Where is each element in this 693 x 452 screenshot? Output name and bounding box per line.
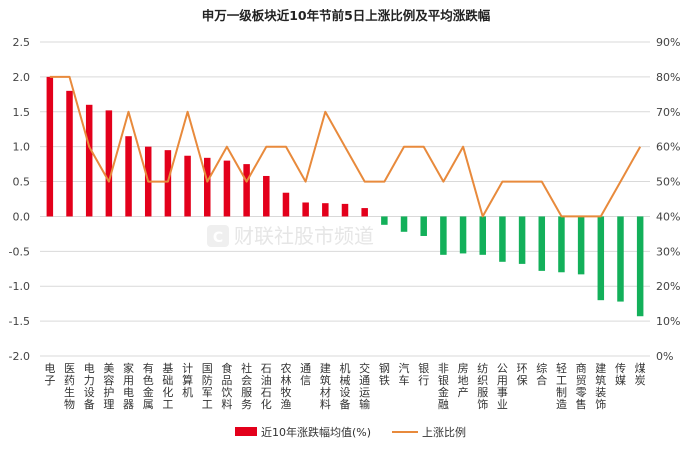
line-series	[49, 75, 642, 218]
y-axis-right: 0% 10% 20% 30% 40% 50% 60% 70% 80% 90%	[656, 36, 680, 363]
bar	[282, 192, 290, 217]
bar	[361, 208, 368, 217]
bar	[617, 216, 624, 302]
bar	[341, 203, 349, 217]
bar-series	[46, 76, 644, 317]
x-tick-label: 钢铁	[379, 362, 390, 387]
bar	[518, 216, 526, 264]
x-tick-label: 电力设备	[84, 362, 95, 411]
y-left-tick-label: 2.5	[13, 36, 31, 49]
x-tick-label: 纺织服饰	[477, 361, 488, 411]
x-tick-label: 环保	[517, 362, 528, 387]
x-tick-label: 商贸零售	[576, 361, 587, 411]
bar	[479, 216, 486, 255]
y-left-tick-label: -1.5	[9, 315, 30, 328]
y-right-tick-label: 70%	[656, 106, 680, 119]
x-tick-label: 建筑装饰	[595, 361, 606, 411]
bar	[597, 216, 605, 301]
y-right-tick-label: 20%	[656, 280, 680, 293]
x-tick-label: 交通运输	[359, 361, 370, 411]
y-left-tick-label: 2.0	[13, 71, 31, 84]
x-tick-label: 农林牧渔	[280, 361, 291, 411]
x-axis-labels: 电子医药生物电力设备美容护理家用电器有色金属基础化工计算机国防军工食品饮料社会服…	[44, 361, 645, 411]
x-tick-label: 综合	[536, 361, 547, 387]
series-line	[49, 75, 642, 218]
x-tick-label: 电子	[44, 362, 55, 387]
x-tick-label: 银行	[418, 361, 429, 387]
bar	[577, 216, 585, 275]
x-tick-label: 房地产	[458, 362, 469, 399]
bar	[85, 104, 93, 217]
y-left-tick-label: 1.0	[13, 141, 31, 154]
y-right-tick-label: 60%	[656, 141, 680, 154]
bar	[558, 216, 565, 273]
watermark-logo-letter: C	[213, 230, 223, 246]
watermark: C 财联社股市频道	[207, 224, 374, 248]
x-tick-label: 国防军工	[202, 362, 213, 411]
x-tick-label: 建筑材料	[320, 361, 331, 411]
bar	[223, 160, 231, 217]
bar	[66, 90, 73, 217]
legend-line-label: 上涨比例	[422, 425, 466, 439]
bar	[46, 76, 54, 217]
bar	[105, 110, 113, 217]
y-axis-left: -2.0 -1.5 -1.0 -0.5 0.0 0.5 1.0 1.5 2.0 2.5	[9, 36, 30, 363]
bar	[381, 216, 388, 225]
y-left-tick-label: 0.0	[13, 210, 31, 223]
y-left-tick-label: -1.0	[9, 280, 30, 293]
x-tick-label: 食品饮料	[221, 361, 232, 411]
x-tick-label: 煤炭	[635, 362, 646, 387]
x-tick-label: 有色金属	[143, 361, 154, 411]
legend-bar-label: 近10年涨跌幅均值(%)	[261, 425, 371, 439]
bar	[263, 175, 270, 217]
watermark-text: 财联社股市频道	[234, 224, 374, 248]
y-right-tick-label: 40%	[656, 210, 680, 223]
bar	[125, 136, 132, 217]
x-tick-label: 非银金融	[438, 362, 449, 411]
bar	[459, 216, 467, 254]
bar	[204, 157, 211, 217]
watermark-logo	[207, 225, 229, 247]
bar	[164, 150, 172, 217]
x-tick-label: 基础化工	[162, 362, 173, 411]
legend-bar-swatch	[235, 427, 257, 436]
x-tick-label: 美容护理	[103, 362, 114, 411]
y-right-tick-label: 90%	[656, 36, 680, 49]
y-right-tick-label: 50%	[656, 176, 680, 189]
bar	[499, 216, 506, 262]
y-right-tick-label: 0%	[656, 350, 673, 363]
bar	[184, 155, 191, 217]
y-right-tick-label: 80%	[656, 71, 680, 84]
y-right-tick-label: 30%	[656, 245, 680, 258]
x-tick-label: 通信	[300, 362, 311, 387]
chart-title: 申万一级板块近10年节前5日上涨比例及平均涨跌幅	[202, 8, 491, 23]
x-tick-label: 汽车	[399, 361, 410, 387]
x-tick-label: 公用事业	[497, 362, 508, 411]
y-left-tick-label: 1.5	[13, 106, 31, 119]
bar	[636, 216, 644, 317]
bar	[440, 216, 447, 255]
bar	[243, 164, 250, 217]
bar	[400, 216, 408, 232]
x-tick-label: 传媒	[615, 362, 626, 387]
bar	[420, 216, 427, 236]
bar	[322, 203, 329, 217]
x-tick-label: 石油石化	[261, 362, 272, 411]
y-left-tick-label: -0.5	[9, 245, 30, 258]
x-tick-label: 家用电器	[123, 361, 134, 411]
legend: 近10年涨跌幅均值(%) 上涨比例	[235, 425, 466, 439]
x-tick-label: 机械设备	[340, 361, 351, 411]
bar	[538, 216, 546, 271]
x-tick-label: 计算机	[182, 362, 193, 399]
x-tick-label: 轻工制造	[556, 361, 567, 411]
y-right-tick-label: 10%	[656, 315, 680, 328]
y-left-tick-label: 0.5	[13, 176, 31, 189]
x-tick-label: 社会服务	[241, 361, 252, 411]
x-tick-label: 医药生物	[64, 362, 75, 411]
y-left-tick-label: -2.0	[9, 350, 30, 363]
bar	[302, 202, 309, 217]
